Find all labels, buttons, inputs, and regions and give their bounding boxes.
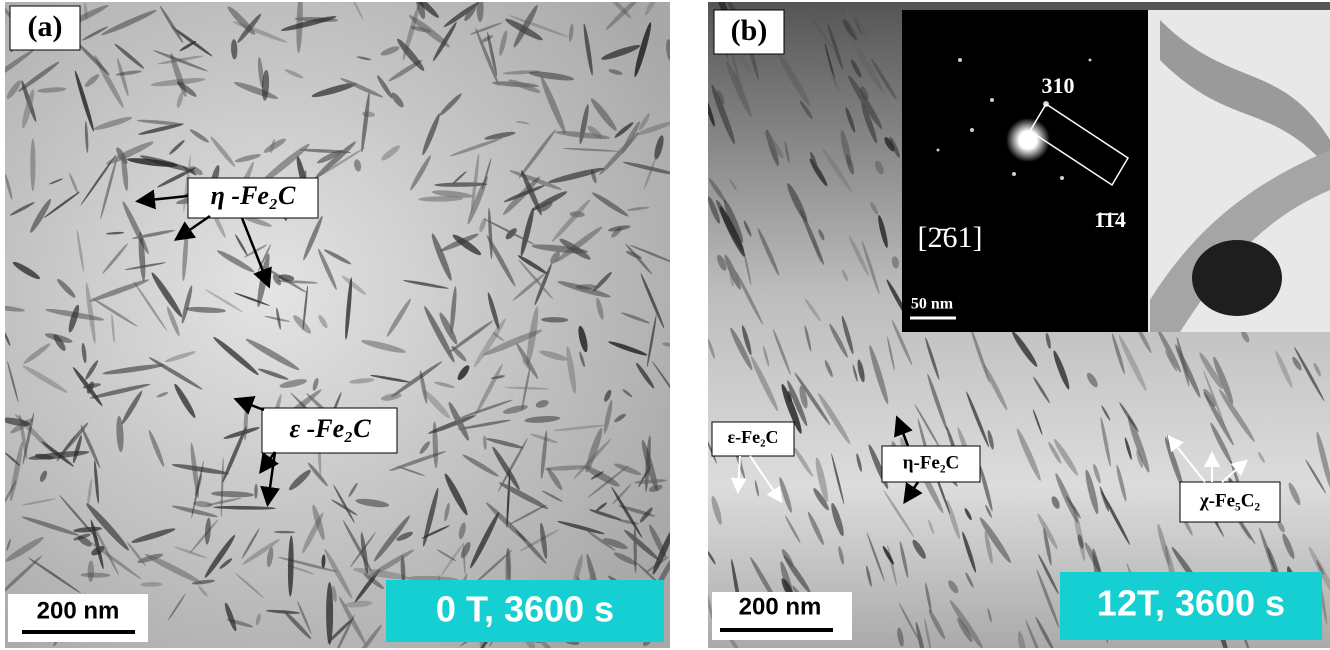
inset-scale-label: 50 nm <box>911 296 954 313</box>
precipitate <box>30 139 35 192</box>
inset-particle <box>1192 240 1282 316</box>
annotation: η-Fe₂C <box>903 452 960 473</box>
zone-axis: [2̄61] <box>918 221 983 254</box>
annotation: ε-Fe₂C <box>727 427 778 447</box>
condition: 12T, 3600 s <box>1097 583 1285 624</box>
annotation: ε -Fe₂C <box>289 414 371 443</box>
panel-a: (a) η -Fe₂C ε -Fe₂C 200 nm 0 T, 3600 s <box>0 0 685 650</box>
spot-index: 310 <box>1042 73 1075 98</box>
scale-bar-label: 200 nm <box>37 597 120 624</box>
annotation: χ-Fe₅C₂ <box>1199 490 1261 511</box>
spot-index: 1̄1̄4 <box>1094 207 1126 232</box>
diffraction-pattern <box>902 10 1148 332</box>
scale-bar-label: 200 nm <box>739 593 822 620</box>
condition: 0 T, 3600 s <box>436 589 614 630</box>
figure: (a) η -Fe₂C ε -Fe₂C 200 nm 0 T, 3600 s 3… <box>0 0 1330 650</box>
panel-label: (a) <box>28 10 63 43</box>
panel-label: (b) <box>731 14 768 47</box>
annotation: η -Fe₂C <box>211 181 296 210</box>
panel-b: 310 1̄1̄4 [2̄61] 50 nm (b) ε-Fe₂C η-Fe₂C… <box>701 0 1330 650</box>
